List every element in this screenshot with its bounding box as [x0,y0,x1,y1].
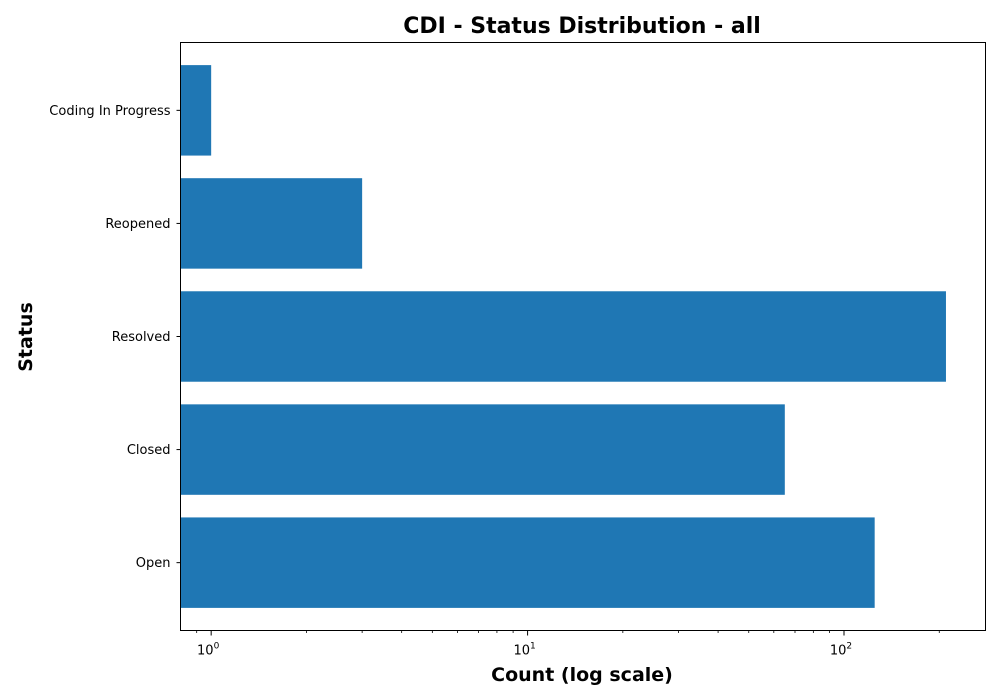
y-tick-label: Reopened [105,217,170,232]
y-tick-label: Open [136,556,171,571]
y-tick-label: Coding In Progress [49,104,170,119]
x-tick-label: 102 [830,642,852,659]
bars-layer [180,65,946,608]
x-tick-label: 100 [197,642,220,659]
bar-reopened [180,178,363,269]
axes-layer: Coding In Progress Reopened Resolved Closed… [49,104,940,659]
y-axis-label: Status [15,302,37,372]
bar-closed [180,404,785,495]
bar-coding-in-progress [180,65,212,156]
y-tick-label: Closed [127,443,171,458]
bar-open [180,517,875,608]
y-tick-label: Resolved [112,330,171,345]
chart-title: CDI - Status Distribution - all [403,14,761,39]
bar-resolved [180,291,946,382]
x-axis-label: Count (log scale) [491,664,673,686]
plot-frame [180,42,986,631]
x-tick-label: 101 [513,642,535,659]
